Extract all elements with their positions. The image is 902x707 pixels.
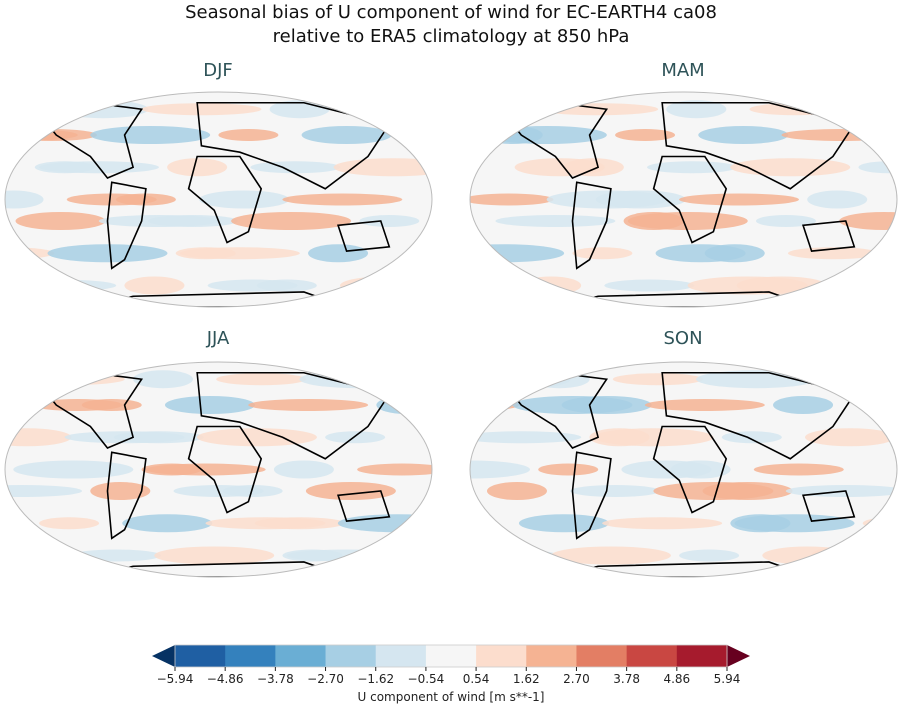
coastline (652, 425, 728, 514)
colorbar-extend-high (727, 645, 750, 667)
coastline (336, 220, 391, 252)
colorbar-tick-label: −0.54 (407, 672, 445, 686)
map-djf (5, 92, 432, 307)
coastline (196, 371, 391, 460)
colorbar-tick-label: 2.70 (563, 672, 590, 686)
colorbar-label: U component of wind [m s**-1] (357, 690, 545, 704)
colorbar-tick-label: 3.78 (613, 672, 640, 686)
coastline (187, 425, 263, 514)
coastline (801, 490, 856, 522)
map-border (469, 361, 898, 578)
map-border (469, 91, 898, 308)
colorbar-segment (576, 645, 628, 667)
colorbar-segment (626, 645, 678, 667)
panel-title-mam: MAM (661, 60, 705, 81)
colorbar-segment (325, 645, 377, 667)
map-jja (5, 362, 432, 577)
colorbar-segment (425, 645, 477, 667)
colorbar-segment (225, 645, 276, 667)
panel-title-son: SON (663, 328, 703, 349)
colorbar-tick-label: −4.86 (206, 672, 244, 686)
coastline (187, 155, 263, 244)
colorbar-tick-label: 4.86 (663, 672, 691, 686)
colorbar-tick-label: 5.94 (713, 672, 741, 686)
figure-title-line1: Seasonal bias of U component of wind for… (185, 2, 717, 23)
colorbar-tick-label: −5.94 (156, 672, 194, 686)
colorbar-tick-label: −1.62 (357, 672, 395, 686)
map-mam (470, 92, 897, 307)
colorbar-segment (476, 645, 527, 667)
colorbar-extend-low (152, 645, 175, 667)
colorbar-segment (375, 645, 427, 667)
panel-title-djf: DJF (203, 60, 233, 81)
coastline (801, 220, 856, 252)
coastline (652, 155, 728, 244)
coastline (106, 181, 147, 270)
colorbar-segment (526, 645, 577, 667)
coastline (661, 101, 856, 190)
map-border (4, 91, 433, 308)
coastline (196, 101, 391, 190)
colorbar-segment (676, 645, 728, 667)
colorbar-segment (275, 645, 327, 667)
colorbar-tick-label: 1.62 (512, 672, 540, 686)
figure-title-line2: relative to ERA5 climatology at 850 hPa (272, 26, 630, 47)
map-son (470, 362, 897, 577)
colorbar-tick-label: −2.70 (307, 672, 344, 686)
coastline (571, 451, 612, 540)
coastline (336, 490, 391, 522)
map-border (4, 361, 433, 578)
colorbar-tick-label: −3.78 (256, 672, 294, 686)
colorbar-segment (175, 645, 226, 667)
coastline (571, 181, 612, 270)
coastline (106, 451, 147, 540)
coastline (661, 371, 856, 460)
colorbar-tick-label: 0.54 (462, 672, 490, 686)
panel-title-jja: JJA (206, 328, 230, 349)
